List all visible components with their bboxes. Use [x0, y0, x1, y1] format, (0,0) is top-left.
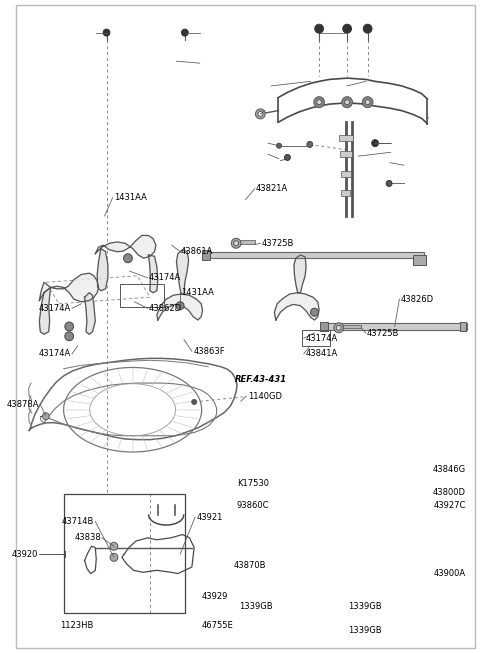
Text: 43174A: 43174A	[305, 334, 337, 343]
Polygon shape	[97, 249, 108, 291]
Circle shape	[123, 254, 132, 263]
Circle shape	[181, 29, 188, 36]
Polygon shape	[275, 293, 319, 320]
Circle shape	[103, 29, 110, 36]
Text: 43174A: 43174A	[148, 273, 181, 282]
Text: 43826D: 43826D	[400, 295, 433, 304]
Circle shape	[345, 100, 349, 104]
Text: 46755E: 46755E	[201, 621, 233, 630]
Polygon shape	[294, 255, 306, 293]
Circle shape	[363, 24, 372, 33]
Text: 43863F: 43863F	[193, 347, 225, 356]
Text: 43821A: 43821A	[256, 184, 288, 193]
Text: K17530: K17530	[237, 479, 269, 488]
Text: 43878A: 43878A	[7, 400, 39, 409]
Polygon shape	[39, 273, 98, 302]
Circle shape	[386, 180, 392, 187]
Bar	[64, 494, 185, 613]
Circle shape	[365, 100, 370, 104]
Text: 1431AA: 1431AA	[181, 288, 214, 297]
Text: 43862D: 43862D	[148, 304, 181, 313]
Text: 1431AA: 1431AA	[114, 193, 147, 202]
Text: 43841A: 43841A	[305, 349, 337, 358]
Bar	[324, 323, 468, 330]
Circle shape	[362, 97, 373, 108]
Text: 43725B: 43725B	[262, 239, 294, 247]
Circle shape	[307, 142, 313, 148]
Text: 93860C: 93860C	[236, 501, 269, 510]
Circle shape	[343, 24, 351, 33]
Circle shape	[65, 332, 73, 341]
Bar	[206, 252, 424, 258]
Circle shape	[372, 140, 379, 147]
Polygon shape	[96, 236, 156, 258]
Text: 43174A: 43174A	[38, 349, 71, 358]
Circle shape	[110, 542, 118, 550]
Circle shape	[314, 97, 324, 108]
Circle shape	[336, 325, 341, 330]
Text: 43920: 43920	[12, 550, 38, 558]
Text: 1140GD: 1140GD	[248, 392, 282, 400]
Circle shape	[231, 238, 241, 248]
Text: 43900A: 43900A	[433, 569, 466, 578]
Polygon shape	[157, 294, 203, 320]
Polygon shape	[177, 250, 189, 294]
Polygon shape	[148, 255, 158, 293]
Circle shape	[276, 143, 281, 148]
Bar	[341, 170, 350, 177]
Bar	[120, 284, 164, 307]
Text: 1339GB: 1339GB	[239, 601, 273, 611]
Circle shape	[176, 302, 184, 310]
Text: 43800D: 43800D	[432, 488, 466, 497]
Circle shape	[315, 24, 324, 33]
Circle shape	[192, 400, 197, 404]
Text: 43846G: 43846G	[432, 465, 466, 474]
Text: 43870B: 43870B	[234, 562, 266, 570]
Polygon shape	[84, 293, 96, 334]
Circle shape	[334, 323, 344, 333]
Bar	[236, 240, 255, 244]
Text: 1339GB: 1339GB	[348, 626, 382, 635]
Bar	[413, 255, 426, 265]
Text: 1339GB: 1339GB	[348, 601, 382, 611]
Polygon shape	[39, 287, 50, 334]
Circle shape	[258, 112, 263, 116]
Text: 43714B: 43714B	[61, 517, 94, 526]
Bar	[460, 321, 466, 332]
Text: 43921: 43921	[196, 513, 223, 522]
Text: 43927C: 43927C	[433, 501, 466, 510]
Circle shape	[43, 413, 49, 420]
Text: REF.43-431: REF.43-431	[235, 375, 288, 385]
Circle shape	[255, 109, 265, 119]
Circle shape	[110, 553, 118, 562]
Text: 43861A: 43861A	[181, 247, 214, 256]
Circle shape	[285, 155, 290, 161]
Text: 43174A: 43174A	[38, 304, 71, 313]
Circle shape	[317, 100, 322, 104]
Bar	[202, 250, 210, 260]
Text: 43929: 43929	[201, 592, 228, 601]
Bar	[302, 330, 330, 346]
Text: 43838: 43838	[74, 534, 101, 543]
Circle shape	[65, 322, 73, 331]
Circle shape	[342, 97, 352, 108]
Bar	[339, 325, 361, 328]
Bar	[341, 190, 350, 196]
Text: 1123HB: 1123HB	[60, 621, 94, 630]
Circle shape	[234, 241, 239, 246]
Bar	[339, 135, 352, 141]
Bar	[340, 151, 351, 157]
Circle shape	[311, 308, 318, 316]
Bar	[320, 321, 328, 332]
Text: 43725B: 43725B	[367, 328, 399, 338]
